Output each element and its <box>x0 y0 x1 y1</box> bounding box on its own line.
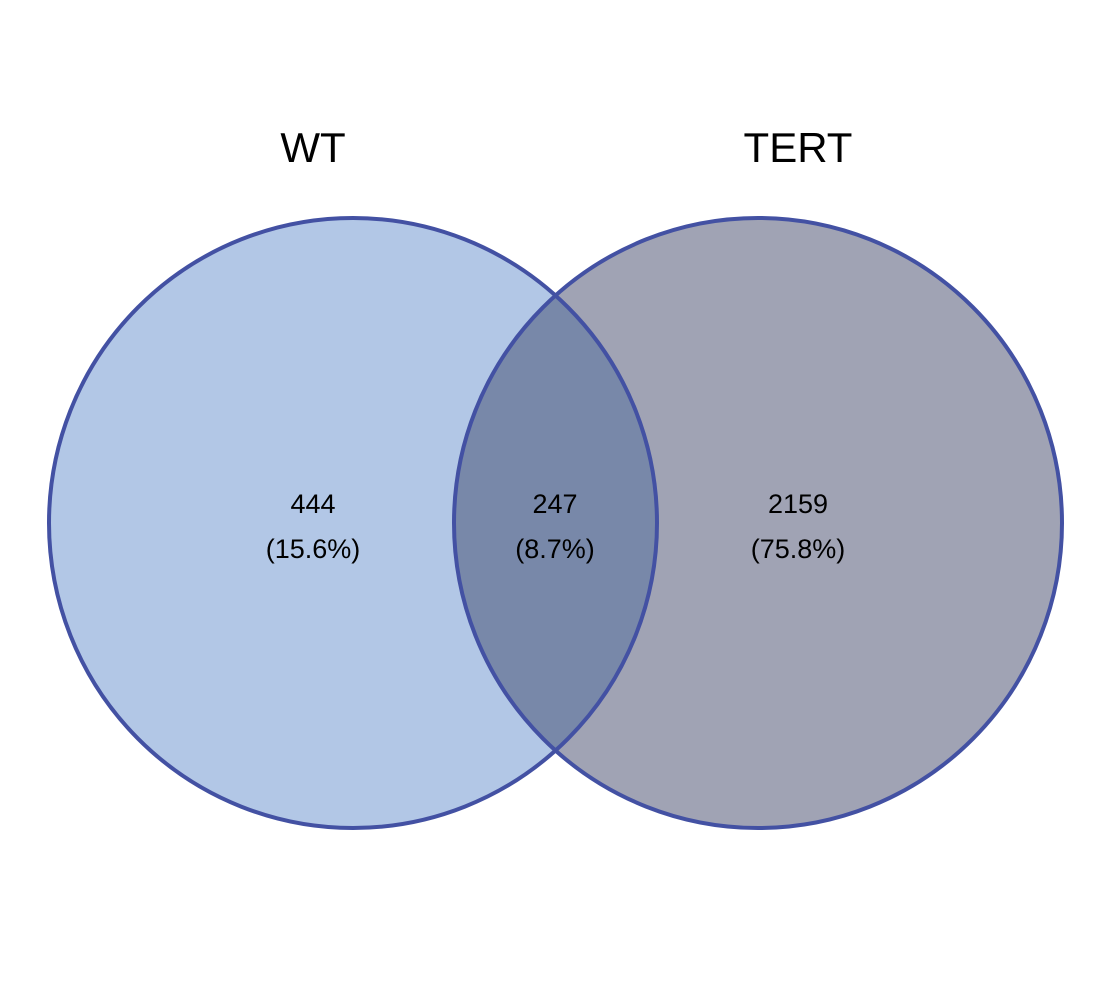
wt-only-count: 444 <box>290 489 335 519</box>
overlap-region <box>454 218 657 828</box>
wt-only-percent: (15.6%) <box>266 534 361 564</box>
tert-set-label: TERT <box>744 124 853 171</box>
wt-set-label: WT <box>280 124 345 171</box>
overlap-count: 247 <box>532 489 577 519</box>
overlap-percent: (8.7%) <box>515 534 595 564</box>
tert-set-outline <box>452 216 1064 830</box>
tert-only-count: 2159 <box>768 489 828 519</box>
tert-only-percent: (75.8%) <box>751 534 846 564</box>
wt-set-outline <box>47 216 659 830</box>
